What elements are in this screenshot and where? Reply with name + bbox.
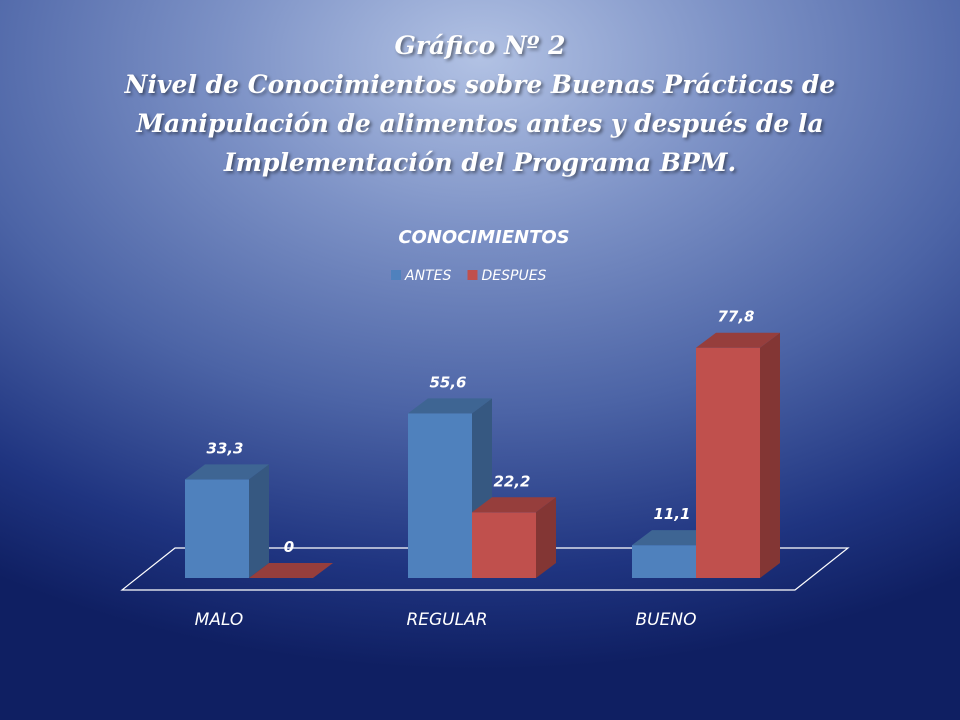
data-labels: 33,3 0 55,6 22,2 11,1 77,8 xyxy=(206,308,754,556)
legend-label-despues: DESPUES xyxy=(482,268,547,284)
bar-front xyxy=(632,545,696,578)
data-label-antes-bueno: 11,1 xyxy=(653,505,690,523)
bar-side xyxy=(249,464,269,578)
bar-antes-malo xyxy=(185,464,269,578)
slide-title-line-4: Implementación del Programa BPM. xyxy=(223,148,737,177)
bar-despues-regular xyxy=(472,497,556,578)
category-axis-labels: MALO REGULAR BUENO xyxy=(195,610,697,630)
bar-front xyxy=(408,413,472,578)
chart-title: CONOCIMIENTOS xyxy=(398,227,569,248)
bar-side xyxy=(536,497,556,578)
chart-bars xyxy=(185,332,780,578)
legend-swatch-despues xyxy=(467,270,478,280)
bar-top xyxy=(408,398,492,414)
bar-despues-bueno xyxy=(696,332,780,578)
data-label-antes-regular: 55,6 xyxy=(429,373,466,391)
data-label-antes-malo: 33,3 xyxy=(206,439,243,457)
bar-front xyxy=(696,347,760,578)
slide-title-line-3: Manipulación de alimentos antes y despué… xyxy=(136,109,824,138)
bar-top xyxy=(185,464,269,480)
data-label-despues-regular: 22,2 xyxy=(493,472,530,490)
category-label-regular: REGULAR xyxy=(406,610,487,630)
chart-floor-outline xyxy=(120,547,850,591)
bar-top xyxy=(249,563,333,578)
slide-title-line-2: Nivel de Conocimientos sobre Buenas Prác… xyxy=(124,70,836,99)
slide-title-line-1: Gráfico Nº 2 xyxy=(394,31,566,60)
category-label-malo: MALO xyxy=(195,610,244,630)
bar-top xyxy=(472,497,556,513)
bar-front xyxy=(472,512,536,578)
bar-top xyxy=(632,530,716,546)
legend-label-antes: ANTES xyxy=(404,268,451,284)
data-label-despues-bueno: 77,8 xyxy=(717,308,754,326)
slide-title: Gráfico Nº 2 Nivel de Conocimientos sobr… xyxy=(60,26,900,182)
chart-legend: ANTES DESPUES xyxy=(391,268,547,284)
data-label-despues-malo: 0 xyxy=(284,538,294,556)
bar-front xyxy=(185,479,249,578)
bar-top xyxy=(696,332,780,348)
legend-swatch-antes xyxy=(391,270,401,280)
chart-floor xyxy=(120,547,850,591)
bar-side xyxy=(760,332,780,578)
bar-despues-malo xyxy=(249,563,333,578)
category-label-bueno: BUENO xyxy=(636,610,697,630)
